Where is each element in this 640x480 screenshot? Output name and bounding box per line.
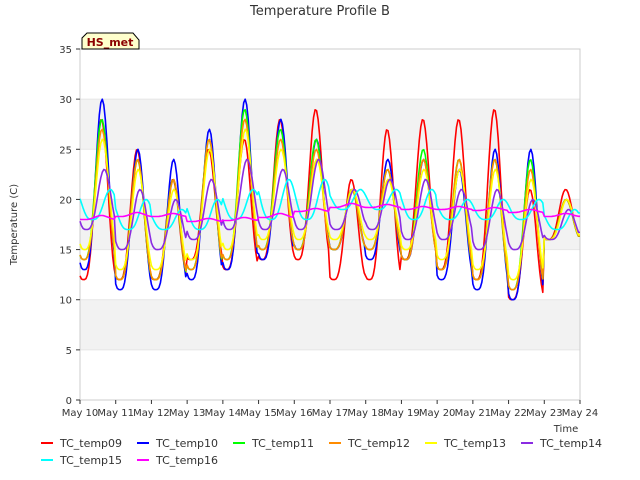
x-tick-label: May 16 — [276, 408, 313, 419]
y-tick-label: 35 — [59, 45, 72, 56]
x-tick-label: May 21 — [455, 408, 492, 419]
x-tick-label: May 18 — [347, 408, 384, 419]
y-tick-label: 5 — [66, 346, 72, 357]
legend: TC_temp09 TC_temp10 TC_temp11 TC_temp12 TC_t… — [41, 437, 602, 467]
legend-label: TC_temp09 — [59, 437, 122, 450]
series-line-TC_temp14 — [79, 158, 580, 251]
legend-label: TC_temp14 — [539, 437, 602, 450]
x-tick-label: May 23 — [526, 408, 563, 419]
legend-label: TC_temp15 — [59, 454, 122, 467]
annotation-text: HS_met — [87, 36, 134, 49]
chart-title: Temperature Profile B — [249, 4, 390, 19]
series-line-TC_temp16 — [79, 202, 580, 223]
x-tick-label: May 22 — [490, 408, 527, 419]
y-tick-label: 10 — [59, 296, 72, 307]
x-tick-label: May 24 — [562, 408, 599, 419]
y-axis-ticks: 0 5 10 15 20 25 30 35 — [59, 45, 80, 407]
legend-label: TC_temp10 — [155, 437, 218, 450]
y-tick-label: 15 — [59, 246, 72, 257]
x-tick-label: May 17 — [312, 408, 349, 419]
x-tick-label: May 13 — [169, 408, 206, 419]
y-tick-label: 20 — [59, 195, 72, 206]
x-tick-label: May 14 — [205, 408, 242, 419]
y-tick-label: 0 — [66, 396, 72, 407]
legend-label: TC_temp13 — [443, 437, 506, 450]
y-axis-label: Temperature (C) — [9, 184, 20, 266]
legend-label: TC_temp11 — [251, 437, 314, 450]
y-tick-label: 30 — [59, 95, 72, 106]
x-tick-label: May 12 — [133, 408, 170, 419]
x-tick-label: May 10 — [62, 408, 99, 419]
x-tick-label: May 19 — [383, 408, 420, 419]
series-lines — [79, 98, 580, 301]
x-tick-label: May 11 — [97, 408, 134, 419]
y-tick-label: 25 — [59, 145, 72, 156]
x-tick-label: May 15 — [240, 408, 277, 419]
x-tick-label: May 20 — [419, 408, 456, 419]
x-axis-label: Time — [553, 424, 578, 435]
legend-label: TC_temp12 — [347, 437, 410, 450]
annotation-badge: HS_met — [81, 32, 140, 50]
x-axis-ticks: May 10 May 11 May 12 May 13 May 14 May 15 May … — [62, 400, 599, 419]
plot-background — [80, 49, 580, 400]
series-line-TC_temp13 — [79, 128, 580, 281]
legend-label: TC_temp16 — [155, 454, 218, 467]
